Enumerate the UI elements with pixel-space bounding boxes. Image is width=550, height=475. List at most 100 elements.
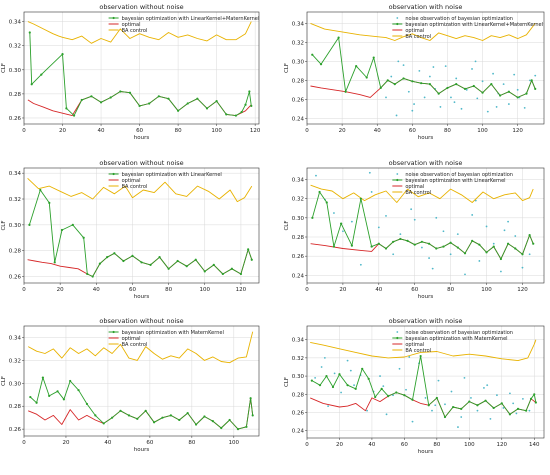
legend: noise observation of bayesian optimizati… bbox=[392, 172, 513, 196]
data-point bbox=[419, 354, 422, 358]
data-point bbox=[157, 95, 160, 98]
scatter-point bbox=[471, 214, 474, 216]
data-point bbox=[221, 272, 224, 276]
data-point bbox=[399, 237, 402, 241]
scatter-point bbox=[418, 69, 421, 72]
scatter-point bbox=[397, 60, 400, 63]
series-line bbox=[310, 22, 536, 41]
data-point bbox=[354, 387, 357, 390]
data-point bbox=[225, 113, 228, 116]
series-line bbox=[311, 355, 537, 418]
data-point bbox=[463, 252, 467, 255]
legend-label: BA control bbox=[122, 184, 148, 190]
series-3 bbox=[27, 331, 254, 364]
plot-frame bbox=[23, 167, 260, 284]
legend-label: BA control bbox=[405, 348, 431, 354]
scatter-point bbox=[481, 80, 484, 83]
data-point bbox=[533, 393, 536, 396]
data-point bbox=[91, 275, 94, 278]
data-point bbox=[99, 101, 103, 104]
data-point bbox=[98, 262, 102, 265]
data-point bbox=[402, 77, 405, 80]
y-axis-label: CLF bbox=[1, 376, 7, 386]
series-line bbox=[28, 189, 253, 277]
data-point bbox=[346, 384, 349, 387]
scatter-point bbox=[359, 263, 362, 266]
scatter-point bbox=[523, 106, 526, 109]
scatter-point bbox=[327, 405, 330, 408]
chart-panel-2: 0 20 40 60 80 100 120 0.24 0.26 0.28 0.30 0.32 0.34 o… bbox=[284, 3, 545, 141]
data-point bbox=[359, 197, 362, 200]
scatter-point bbox=[435, 216, 438, 219]
data-point bbox=[48, 394, 51, 397]
data-point bbox=[406, 239, 409, 242]
scatter-point bbox=[402, 64, 405, 67]
data-point bbox=[250, 258, 253, 261]
data-point bbox=[516, 96, 519, 99]
y-tick-label: 0.28 bbox=[292, 392, 305, 398]
x-axis-label: hours bbox=[134, 135, 150, 141]
scatter-point bbox=[342, 230, 344, 233]
data-point bbox=[140, 261, 143, 264]
data-point bbox=[442, 245, 445, 248]
y-axis-label: CLF bbox=[284, 63, 290, 73]
data-point bbox=[507, 90, 510, 93]
chart-panel-1: 0 20 40 60 80 100 120 0.26 0.28 0.30 0.32 0.34 obser… bbox=[1, 3, 261, 141]
scatter-point bbox=[486, 110, 489, 113]
data-point bbox=[332, 245, 336, 248]
series-3 bbox=[27, 177, 253, 203]
y-tick-label: 0.26 bbox=[292, 254, 305, 260]
data-point bbox=[456, 246, 459, 249]
y-axis-label: CLF bbox=[1, 220, 7, 230]
data-point bbox=[392, 240, 395, 243]
legend-swatch-1 bbox=[396, 331, 399, 333]
scatter-point bbox=[432, 66, 435, 68]
data-point bbox=[176, 259, 179, 263]
data-point bbox=[194, 423, 198, 426]
y-tick-label: 0.32 bbox=[9, 197, 21, 203]
series-4 bbox=[310, 184, 534, 203]
x-tick-label: 20 bbox=[62, 440, 69, 446]
scatter-point bbox=[405, 388, 407, 391]
y-tick-label: 0.34 bbox=[9, 171, 22, 177]
data-point bbox=[411, 398, 414, 401]
y-tick-label: 0.24 bbox=[292, 116, 305, 122]
data-point bbox=[152, 421, 156, 424]
data-point bbox=[355, 65, 358, 68]
x-tick-label: 120 bbox=[517, 287, 528, 293]
scatter-point bbox=[470, 397, 472, 399]
x-tick-label: 0 bbox=[22, 440, 26, 446]
data-point bbox=[481, 91, 484, 94]
scatter-point bbox=[413, 218, 416, 221]
x-tick-label: 60 bbox=[411, 287, 418, 293]
scatter-point bbox=[423, 96, 426, 99]
data-point bbox=[106, 256, 109, 259]
x-tick-label: 100 bbox=[481, 287, 492, 293]
plot-frame bbox=[23, 325, 260, 437]
x-tick-label: 20 bbox=[339, 287, 346, 293]
scatter-point bbox=[502, 407, 505, 409]
legend-label: bayesian optimization with LinearKernel+… bbox=[122, 16, 260, 22]
y-tick-label: 0.26 bbox=[9, 275, 22, 281]
data-point bbox=[236, 428, 240, 431]
data-point bbox=[28, 223, 31, 226]
legend-label: BA control bbox=[122, 342, 148, 348]
y-tick-label: 0.32 bbox=[292, 197, 304, 203]
y-axis-label: CLF bbox=[284, 220, 290, 230]
data-point bbox=[471, 239, 474, 242]
scatter-point bbox=[392, 394, 394, 397]
scatter-point bbox=[431, 409, 433, 412]
data-point bbox=[338, 373, 341, 376]
scatter-point bbox=[474, 60, 477, 63]
legend-label: noise observation of bayesian optimizati… bbox=[405, 330, 513, 336]
scatter-point bbox=[512, 402, 515, 405]
data-point bbox=[310, 379, 313, 382]
x-tick-label: 100 bbox=[477, 128, 488, 134]
data-point bbox=[249, 397, 252, 400]
y-tick-label: 0.28 bbox=[9, 249, 22, 255]
data-point bbox=[205, 107, 209, 110]
legend: bayesian optimization with MaternKernelo… bbox=[108, 330, 224, 348]
scatter-point bbox=[463, 377, 466, 379]
scatter-point bbox=[516, 88, 519, 91]
